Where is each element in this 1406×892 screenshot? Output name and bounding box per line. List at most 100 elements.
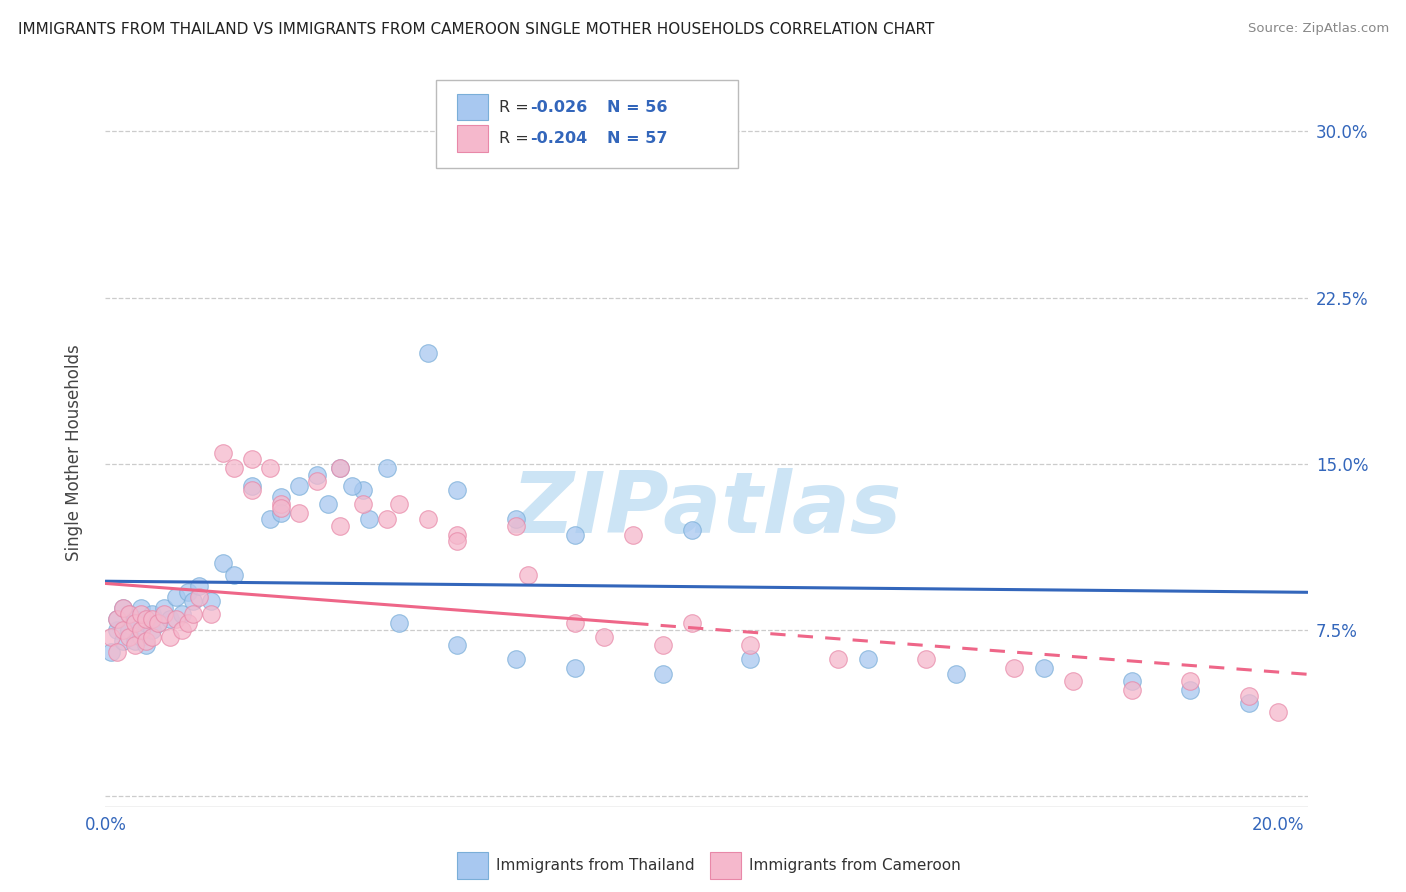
Point xyxy=(259,512,281,526)
Point xyxy=(112,634,135,648)
Point xyxy=(305,467,328,482)
Point xyxy=(446,639,468,653)
Point xyxy=(148,616,170,631)
Point xyxy=(505,518,527,533)
Point xyxy=(1180,682,1202,697)
Point xyxy=(240,452,263,467)
Point xyxy=(681,616,703,631)
Point xyxy=(224,567,246,582)
Point xyxy=(593,630,616,644)
Point xyxy=(105,612,128,626)
Point xyxy=(112,623,135,637)
Point xyxy=(129,630,152,644)
Point xyxy=(505,652,527,666)
Point xyxy=(375,512,398,526)
Point xyxy=(329,518,352,533)
Point xyxy=(211,446,233,460)
Point xyxy=(188,590,211,604)
Point xyxy=(240,479,263,493)
Point xyxy=(141,623,163,637)
Point xyxy=(176,585,198,599)
Text: N = 56: N = 56 xyxy=(607,100,668,114)
Point xyxy=(135,616,157,631)
Point xyxy=(124,612,146,626)
Point xyxy=(259,461,281,475)
Text: Immigrants from Thailand: Immigrants from Thailand xyxy=(496,858,695,872)
Point xyxy=(124,634,146,648)
Point xyxy=(170,607,193,622)
Point xyxy=(118,607,141,622)
Point xyxy=(388,497,411,511)
Text: R =: R = xyxy=(499,100,534,114)
Point xyxy=(159,612,181,626)
Point xyxy=(135,612,157,626)
Point xyxy=(135,634,157,648)
Point xyxy=(375,461,398,475)
Point xyxy=(141,630,163,644)
Point xyxy=(165,590,187,604)
Point xyxy=(100,645,122,659)
Point xyxy=(141,612,163,626)
Point xyxy=(148,616,170,631)
Point xyxy=(1062,673,1084,688)
Point xyxy=(153,607,176,622)
Text: Immigrants from Cameroon: Immigrants from Cameroon xyxy=(749,858,962,872)
Point xyxy=(240,483,263,498)
Point xyxy=(516,567,538,582)
Point xyxy=(681,523,703,537)
Point xyxy=(105,612,128,626)
Point xyxy=(340,479,363,493)
Point xyxy=(740,639,762,653)
Point xyxy=(329,461,352,475)
Point xyxy=(270,490,292,504)
Point xyxy=(211,557,233,571)
Point xyxy=(159,630,181,644)
Point xyxy=(118,623,141,637)
Point xyxy=(564,660,586,674)
Point xyxy=(1121,682,1143,697)
Point xyxy=(446,527,468,541)
Text: N = 57: N = 57 xyxy=(607,131,668,145)
Point xyxy=(564,527,586,541)
Text: ZIPatlas: ZIPatlas xyxy=(512,468,901,551)
Point xyxy=(359,512,381,526)
Point xyxy=(153,600,176,615)
Point xyxy=(129,600,152,615)
Point xyxy=(118,607,141,622)
Point xyxy=(124,616,146,631)
Point xyxy=(200,594,222,608)
Point xyxy=(305,475,328,489)
Point xyxy=(176,616,198,631)
Point xyxy=(621,527,644,541)
Text: R =: R = xyxy=(499,131,534,145)
Point xyxy=(112,600,135,615)
Point xyxy=(1002,660,1025,674)
Point xyxy=(1121,673,1143,688)
Point xyxy=(1032,660,1054,674)
Point xyxy=(112,600,135,615)
Point xyxy=(505,512,527,526)
Point xyxy=(1237,696,1260,710)
Point xyxy=(945,667,967,681)
Point xyxy=(827,652,849,666)
Point xyxy=(270,506,292,520)
Point xyxy=(170,623,193,637)
Point xyxy=(188,579,211,593)
Point xyxy=(316,497,339,511)
Point xyxy=(141,607,163,622)
Point xyxy=(165,612,187,626)
Point xyxy=(270,501,292,516)
Point xyxy=(416,346,439,360)
Point xyxy=(129,607,152,622)
Point xyxy=(135,639,157,653)
Text: -0.204: -0.204 xyxy=(530,131,588,145)
Point xyxy=(329,461,352,475)
Point xyxy=(288,479,311,493)
Point xyxy=(353,497,375,511)
Point xyxy=(183,607,205,622)
Point xyxy=(915,652,938,666)
Point xyxy=(621,151,644,165)
Point xyxy=(1237,690,1260,704)
Point xyxy=(105,645,128,659)
Point xyxy=(129,623,152,637)
